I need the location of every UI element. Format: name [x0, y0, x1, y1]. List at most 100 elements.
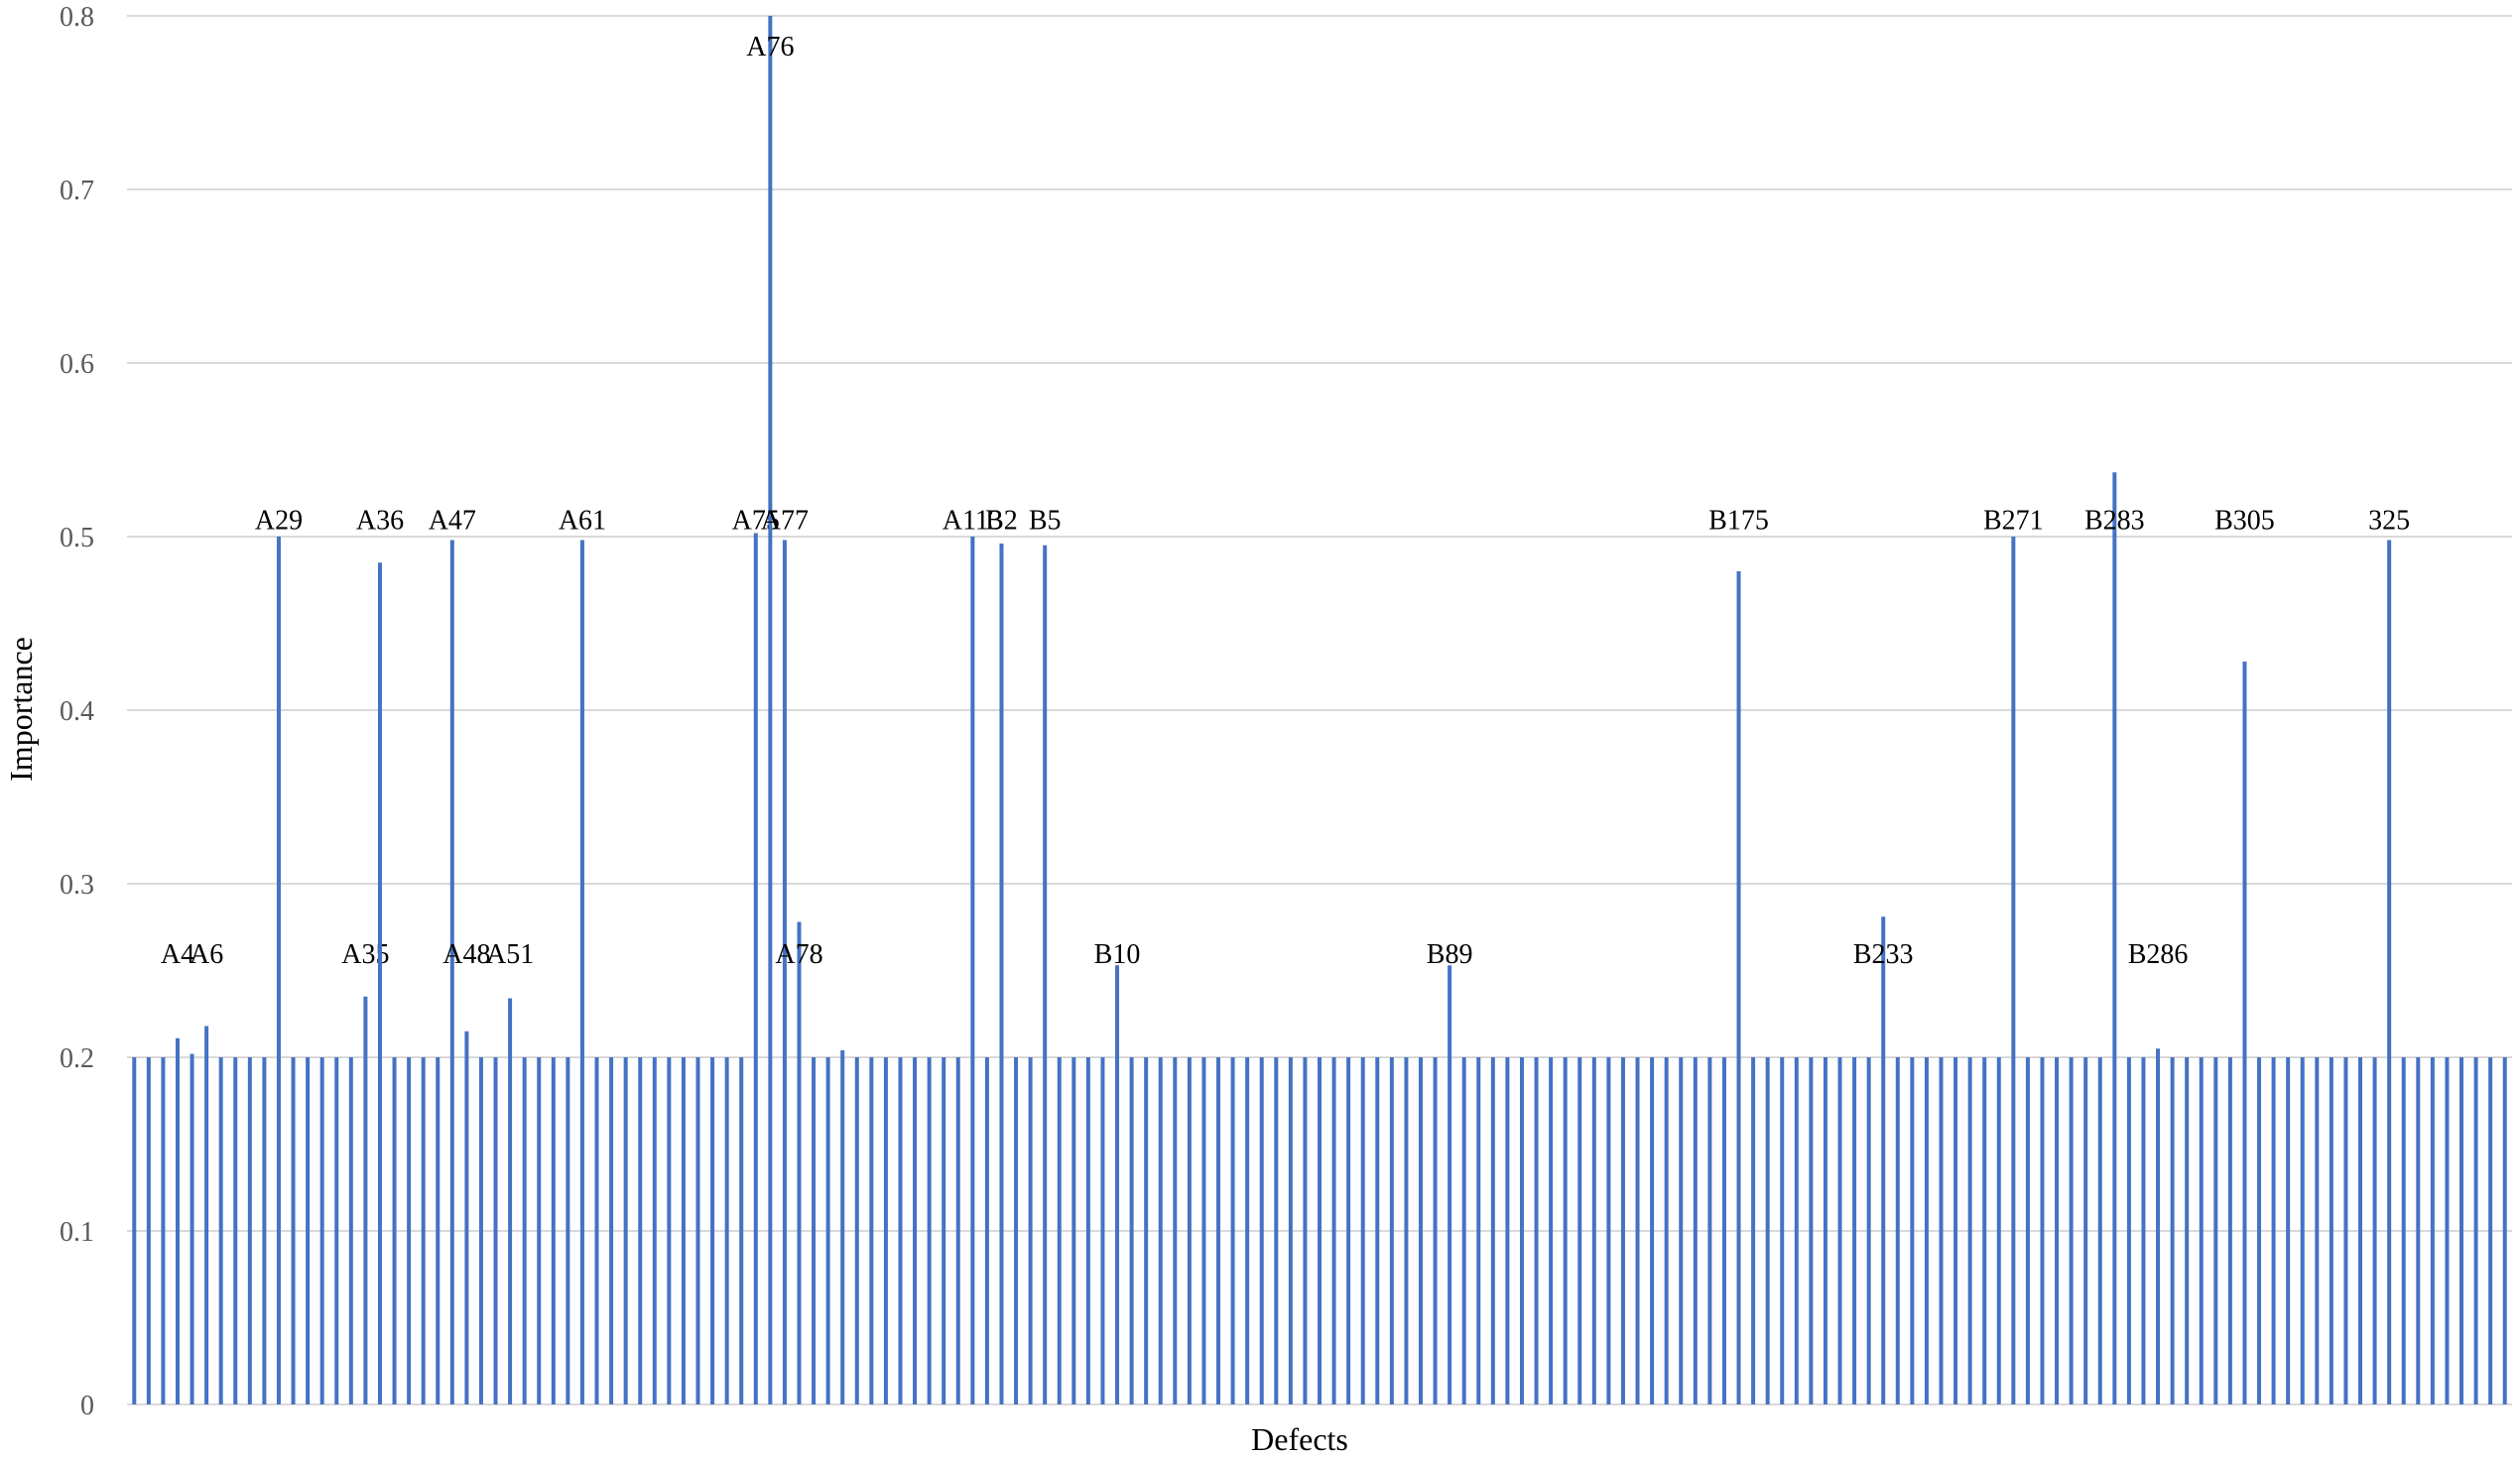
bar	[189, 1053, 194, 1404]
bar	[2315, 1057, 2320, 1404]
bar	[1100, 1057, 1105, 1404]
bar	[1736, 571, 1741, 1404]
bar	[493, 1057, 498, 1404]
bar	[840, 1050, 845, 1404]
bar	[2227, 1057, 2232, 1404]
bar	[1418, 1057, 1423, 1404]
bar	[883, 1057, 888, 1404]
bar	[609, 1057, 614, 1404]
y-tick-label: 0.7	[60, 176, 94, 206]
bar	[1939, 1057, 1944, 1404]
bar	[2343, 1057, 2348, 1404]
bar	[1967, 1057, 1972, 1404]
bar	[204, 1026, 209, 1404]
bar-label: A61	[559, 506, 606, 537]
bar	[2445, 1057, 2450, 1404]
bar	[1924, 1057, 1929, 1404]
y-tick-label: 0.6	[60, 349, 94, 380]
bar	[2459, 1057, 2464, 1404]
bar	[1577, 1057, 1582, 1404]
bar	[825, 1057, 830, 1404]
bar	[913, 1057, 918, 1404]
bar	[1346, 1057, 1351, 1404]
y-tick-label: 0.3	[60, 870, 94, 901]
bar	[579, 540, 584, 1404]
y-tick-label: 0.8	[60, 2, 94, 33]
bar	[594, 1057, 599, 1404]
bar-label: A47	[429, 506, 476, 537]
bar	[1433, 1057, 1438, 1404]
bar	[2488, 1057, 2493, 1404]
bar	[306, 1057, 311, 1404]
bar	[1794, 1057, 1799, 1404]
bar	[1144, 1057, 1149, 1404]
bar-label: 325	[2368, 506, 2410, 537]
bar	[175, 1037, 180, 1404]
bar	[2286, 1057, 2291, 1404]
bar	[478, 1057, 483, 1404]
bar	[1028, 1057, 1033, 1404]
bar	[2141, 1057, 2146, 1404]
bar	[1953, 1057, 1958, 1404]
bar-label: B5	[1029, 506, 1062, 537]
bar	[1331, 1057, 1336, 1404]
bar-label: A113	[943, 506, 1003, 537]
bar	[984, 1057, 989, 1404]
bar	[233, 1057, 238, 1404]
bar-label: A76	[746, 32, 794, 62]
bar	[1996, 1057, 2001, 1404]
bar	[2358, 1057, 2363, 1404]
bar	[1910, 1057, 1915, 1404]
bar	[2473, 1057, 2478, 1404]
bar	[1519, 1057, 1524, 1404]
bar	[2242, 662, 2247, 1404]
bar-label: A6	[189, 939, 223, 970]
bar	[161, 1057, 166, 1404]
bar	[2170, 1057, 2175, 1404]
bar-label: A4	[161, 939, 194, 970]
bar	[1448, 965, 1452, 1404]
bar	[854, 1057, 859, 1404]
bar	[623, 1057, 628, 1404]
bar	[218, 1057, 223, 1404]
bar	[753, 533, 758, 1404]
bar	[1534, 1057, 1539, 1404]
bar	[319, 1057, 324, 1404]
bar	[2329, 1057, 2333, 1404]
bar-label: A36	[356, 506, 404, 537]
bar	[1982, 1057, 1987, 1404]
bar	[377, 562, 382, 1404]
bar	[1895, 1057, 1900, 1404]
bar-label: B10	[1094, 939, 1141, 970]
bar-label: B271	[1983, 506, 2044, 537]
bar-label: B89	[1427, 939, 1473, 970]
bar-label: A35	[341, 939, 389, 970]
bar	[2300, 1057, 2305, 1404]
bar	[2069, 1057, 2074, 1404]
bar	[695, 1057, 700, 1404]
bar	[739, 1057, 744, 1404]
bar	[1852, 1057, 1857, 1404]
bar	[363, 996, 368, 1404]
bar	[710, 1057, 715, 1404]
bar	[2387, 540, 2392, 1404]
bar-label: B233	[1853, 939, 1914, 970]
bar	[1071, 1057, 1076, 1404]
bar	[1201, 1057, 1206, 1404]
bar	[1620, 1057, 1625, 1404]
y-tick-label: 0	[80, 1391, 94, 1421]
bar-label: B175	[1708, 506, 1769, 537]
bar	[1751, 1057, 1756, 1404]
bar-label: A51	[486, 939, 534, 970]
bar	[1085, 1057, 1090, 1404]
bar	[1259, 1057, 1264, 1404]
bar	[652, 1057, 657, 1404]
bar	[2199, 1057, 2204, 1404]
bar	[1115, 965, 1120, 1404]
bar	[392, 1057, 397, 1404]
bar	[768, 16, 773, 1404]
bar	[348, 1057, 353, 1404]
bar	[508, 998, 513, 1404]
bar	[2055, 1057, 2060, 1404]
bar	[955, 1057, 960, 1404]
